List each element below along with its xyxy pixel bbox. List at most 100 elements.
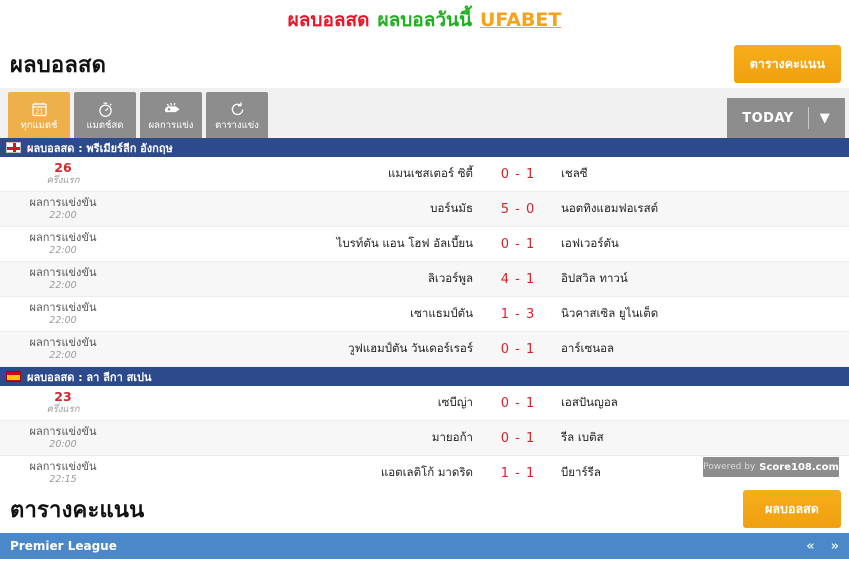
match-minute: ผลการแข่งขัน xyxy=(29,336,97,349)
match-period: 22:00 xyxy=(49,315,77,326)
home-team: แอตเลติโก้ มาดริด xyxy=(380,465,473,479)
match-score: 0 - 1 xyxy=(500,341,536,357)
match-status: ผลการแข่งขัน 22:00 xyxy=(0,301,120,327)
tab-fixtures-label: ตารางแข่ง xyxy=(215,119,259,131)
whistle-icon xyxy=(162,100,181,119)
table-row[interactable]: ผลการแข่งขัน 20:00 มายอก้า 0 - 1 รีล เบต… xyxy=(0,421,849,456)
table-row[interactable]: ผลการแข่งขัน 22:00 เซาแธมป์ตัน 1 - 3 นิว… xyxy=(0,297,849,332)
table-row[interactable]: 26 ครึ่งแรก แมนเชสเตอร์ ซิตี้ 0 - 1 เชลซ… xyxy=(0,157,849,192)
tab-all-matches[interactable]: 21 ทุกแมตช์ xyxy=(8,92,70,138)
match-minute: ผลการแข่งขัน xyxy=(29,196,97,209)
match-minute: 23 xyxy=(54,389,72,404)
match-minute: ผลการแข่งขัน xyxy=(29,231,97,244)
banner-brand-link[interactable]: UFABET xyxy=(480,9,562,31)
match-minute: 26 xyxy=(54,160,72,175)
away-team: เชลซี xyxy=(561,166,588,180)
calendar-icon: 21 xyxy=(31,100,48,119)
prev-arrow-icon[interactable]: « xyxy=(806,538,815,554)
away-team: บียาร์รีล xyxy=(561,465,601,479)
match-period: ครึ่งแรก xyxy=(46,175,80,186)
tab-results-label: ผลการแข่ง xyxy=(148,119,194,131)
match-status: ผลการแข่งขัน 22:00 xyxy=(0,231,120,257)
match-status: ผลการแข่งขัน 22:15 xyxy=(0,460,120,485)
away-team: รีล เบติส xyxy=(561,430,604,444)
match-period: 22:00 xyxy=(49,210,77,221)
home-team: เซบีญ่า xyxy=(437,395,473,409)
away-team: นอตทิงแฮมฟอเรสต์ xyxy=(561,201,659,215)
league-header-spain: ผลบอลสด : ลา ลีกา สเปน xyxy=(0,367,849,386)
date-filter-label: TODAY xyxy=(742,110,794,126)
tab-live-matches[interactable]: แมตช์สด xyxy=(74,92,136,138)
away-team: เอสปันญอล xyxy=(561,395,618,409)
match-score: 0 - 1 xyxy=(500,430,536,446)
standings-nav: « » xyxy=(806,539,839,554)
table-row[interactable]: ผลการแข่งขัน 22:00 วูฟแฮมป์ตัน วันเดอร์เ… xyxy=(0,332,849,367)
away-team: เอฟเวอร์ตัน xyxy=(561,236,619,250)
match-score: 0 - 1 xyxy=(500,395,536,411)
tab-all-matches-label: ทุกแมตช์ xyxy=(20,119,58,131)
table-row[interactable]: ผลการแข่งขัน 22:00 ไบรท์ตัน แอน โฮฟ อัลเ… xyxy=(0,227,849,262)
match-period: 20:00 xyxy=(49,439,77,450)
away-team: นิวคาสเซิล ยูไนเต็ด xyxy=(561,306,659,320)
match-period: 22:00 xyxy=(49,280,77,291)
match-minute: ผลการแข่งขัน xyxy=(29,460,97,473)
powered-by-prefix: Powered by xyxy=(703,462,756,472)
table-row[interactable]: 23 ครึ่งแรก เซบีญ่า 0 - 1 เอสปันญอล xyxy=(0,386,849,421)
live-section-header: ผลบอลสด ตารางคะแนน xyxy=(0,40,849,88)
home-team: มายอก้า xyxy=(431,430,473,444)
next-arrow-icon[interactable]: » xyxy=(830,538,839,554)
match-status: 23 ครึ่งแรก xyxy=(0,390,120,416)
match-score: 0 - 1 xyxy=(500,236,536,252)
home-team: แมนเชสเตอร์ ซิตี้ xyxy=(387,166,473,180)
tab-bar: 21 ทุกแมตช์ แมตช์สด xyxy=(0,88,849,138)
match-period: 22:00 xyxy=(49,350,77,361)
league-title: ผลบอลสด : พรีเมียร์ลีก อังกฤษ xyxy=(27,141,173,155)
match-period: ครึ่งแรก xyxy=(46,404,80,415)
league-title: ผลบอลสด : ลา ลีกา สเปน xyxy=(27,370,152,384)
tab-live-matches-label: แมตช์สด xyxy=(86,119,124,131)
match-status: 26 ครึ่งแรก xyxy=(0,161,120,187)
standings-section-header: ตารางคะแนน ผลบอลสด xyxy=(0,485,849,533)
banner-word-1: ผลบอลสด xyxy=(287,9,370,31)
tab-results[interactable]: ผลการแข่ง xyxy=(140,92,202,138)
powered-by-name: Score108.com xyxy=(759,461,839,473)
powered-by-badge[interactable]: Powered by Score108.com xyxy=(703,457,839,477)
away-team: อาร์เซนอล xyxy=(561,341,615,355)
matches-list: ผลบอลสด : พรีเมียร์ลีก อังกฤษ 26 ครึ่งแร… xyxy=(0,138,849,485)
table-row[interactable]: ผลการแข่งขัน 22:00 บอร์นมัธ 5 - 0 นอตทิง… xyxy=(0,192,849,227)
match-status: ผลการแข่งขัน 22:00 xyxy=(0,336,120,362)
svg-text:21: 21 xyxy=(35,107,43,115)
match-status: ผลการแข่งขัน 22:00 xyxy=(0,266,120,292)
tab-fixtures[interactable]: ตารางแข่ง xyxy=(206,92,268,138)
date-filter-dropdown[interactable]: TODAY ▼ xyxy=(727,98,845,138)
away-team: อิปสวิล ทาวน์ xyxy=(561,271,628,285)
match-status: ผลการแข่งขัน 22:00 xyxy=(0,196,120,222)
history-icon xyxy=(229,100,246,119)
home-team: บอร์นมัธ xyxy=(430,201,473,215)
home-team: ลิเวอร์พูล xyxy=(427,271,473,285)
page-title: ผลบอลสด xyxy=(10,52,107,78)
match-score: 1 - 1 xyxy=(500,465,536,481)
table-row[interactable]: ผลการแข่งขัน 22:00 ลิเวอร์พูล 4 - 1 อิปส… xyxy=(0,262,849,297)
match-status: ผลการแข่งขัน 20:00 xyxy=(0,425,120,451)
match-period: 22:00 xyxy=(49,245,77,256)
england-flag-icon xyxy=(6,142,21,153)
match-minute: ผลการแข่งขัน xyxy=(29,266,97,279)
match-score: 5 - 0 xyxy=(500,201,536,217)
home-team: ไบรท์ตัน แอน โฮฟ อัลเบี้ยน xyxy=(336,236,473,250)
standings-league-name: Premier League xyxy=(10,539,117,553)
live-scores-button[interactable]: ผลบอลสด xyxy=(743,490,841,528)
match-period: 22:15 xyxy=(49,474,77,485)
standings-title: ตารางคะแนน xyxy=(10,497,145,523)
match-minute: ผลการแข่งขัน xyxy=(29,301,97,314)
match-score: 0 - 1 xyxy=(500,166,536,182)
date-filter-divider xyxy=(807,107,809,129)
match-score: 1 - 3 xyxy=(500,306,536,322)
banner-word-2: ผลบอลวันนี้ xyxy=(377,9,472,31)
home-team: เซาแธมป์ตัน xyxy=(410,306,473,320)
standings-button[interactable]: ตารางคะแนน xyxy=(733,45,841,83)
spain-flag-icon xyxy=(6,371,21,382)
league-header-england: ผลบอลสด : พรีเมียร์ลีก อังกฤษ xyxy=(0,138,849,157)
chevron-down-icon: ▼ xyxy=(819,110,830,126)
page-banner-heading: ผลบอลสด ผลบอลวันนี้ UFABET xyxy=(0,0,849,40)
